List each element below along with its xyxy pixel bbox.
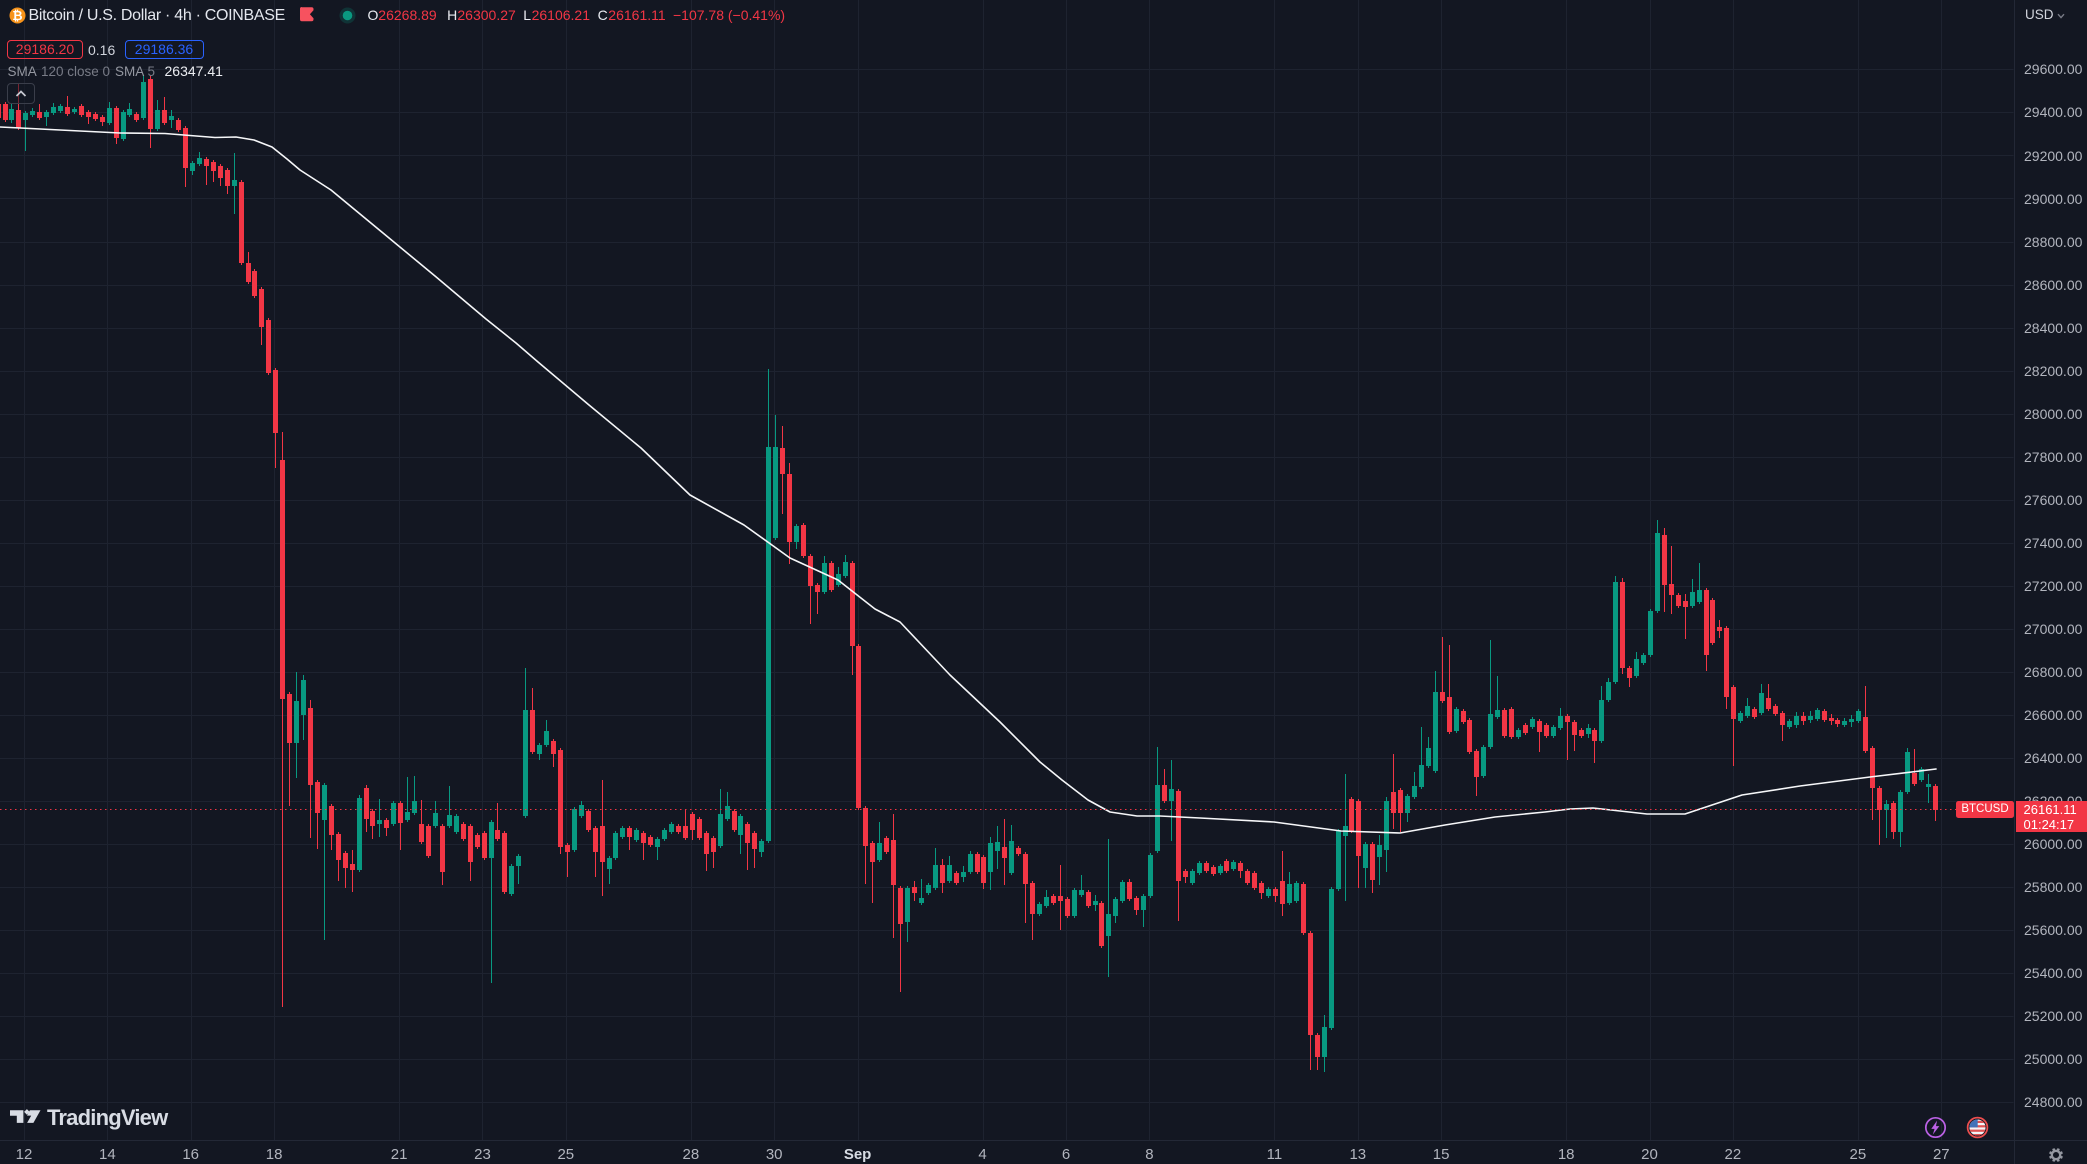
svg-text:₿: ₿ [12,9,22,23]
